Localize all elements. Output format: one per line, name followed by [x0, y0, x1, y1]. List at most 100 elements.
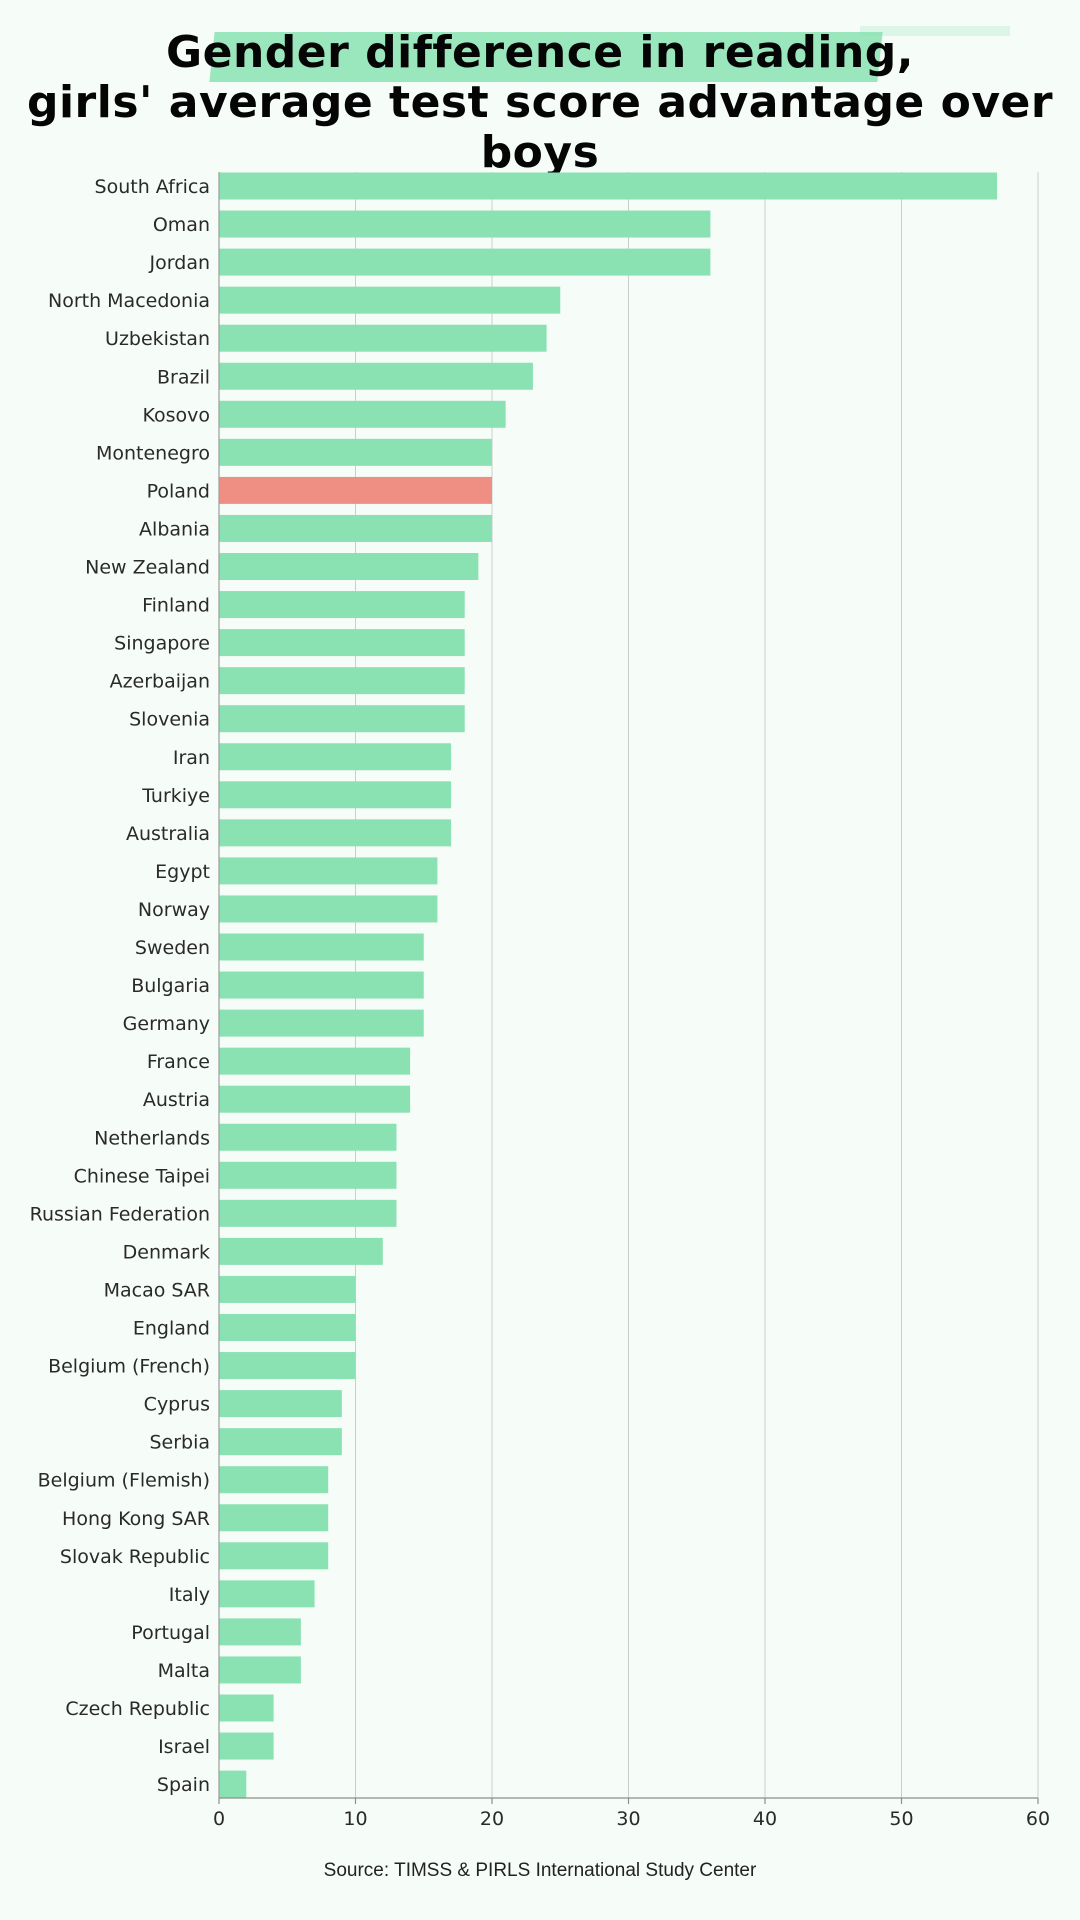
- category-label: Turkiye: [141, 785, 210, 807]
- bar-jordan: [219, 248, 711, 276]
- category-label: Bulgaria: [131, 975, 210, 997]
- bar-iran: [219, 743, 452, 771]
- title-highlight-streak: [860, 26, 1010, 36]
- category-label: Jordan: [149, 252, 210, 274]
- bar-south-africa: [219, 172, 998, 200]
- bar-russian-federation: [219, 1199, 397, 1227]
- bar-norway: [219, 895, 438, 923]
- bar-egypt: [219, 857, 438, 885]
- bar-azerbaijan: [219, 667, 465, 695]
- category-label: Poland: [147, 480, 210, 502]
- bar-turkiye: [219, 781, 452, 809]
- chart-title: Gender difference in reading, girls' ave…: [0, 28, 1080, 178]
- category-label: Brazil: [157, 366, 210, 388]
- category-label: Slovenia: [129, 709, 210, 731]
- bar-hong-kong-sar: [219, 1504, 329, 1532]
- x-tick-label: 10: [343, 1808, 367, 1830]
- category-label: Finland: [142, 595, 210, 617]
- category-label: Uzbekistan: [105, 328, 210, 350]
- bar-montenegro: [219, 438, 492, 466]
- bar-poland: [219, 476, 492, 504]
- category-label: Azerbaijan: [110, 671, 210, 693]
- x-tick-label: 0: [213, 1808, 225, 1830]
- category-label: Cyprus: [144, 1394, 210, 1416]
- x-tick-label: 40: [753, 1808, 777, 1830]
- bar-bulgaria: [219, 971, 424, 999]
- bar-italy: [219, 1580, 315, 1608]
- category-label: New Zealand: [85, 557, 210, 579]
- category-label: Oman: [153, 214, 210, 236]
- bar-oman: [219, 210, 711, 238]
- category-label: Germany: [123, 1013, 210, 1035]
- category-label: North Macedonia: [48, 290, 210, 312]
- category-label: Israel: [158, 1736, 210, 1758]
- category-label: Chinese Taipei: [74, 1165, 210, 1187]
- bars: [219, 172, 998, 1798]
- x-tick-label: 50: [889, 1808, 913, 1830]
- category-label: Czech Republic: [65, 1698, 210, 1720]
- x-tick-label: 60: [1026, 1808, 1050, 1830]
- chart-title-line1: Gender difference in reading,: [165, 27, 915, 78]
- bar-portugal: [219, 1618, 301, 1646]
- bar-kosovo: [219, 400, 506, 428]
- category-label: Egypt: [155, 861, 210, 883]
- chart-title-line2: girls' average test score advantage over…: [26, 77, 1054, 178]
- bar-malta: [219, 1656, 301, 1684]
- source-note: Source: TIMSS & PIRLS International Stud…: [323, 1860, 757, 1881]
- category-label: Singapore: [114, 633, 210, 655]
- bar-chinese-taipei: [219, 1161, 397, 1189]
- category-label: Austria: [143, 1089, 210, 1111]
- x-axis-ticks: 0 10 20 30 40 50 60: [213, 1798, 1050, 1830]
- bar-slovak-republic: [219, 1542, 329, 1570]
- category-label: Belgium (Flemish): [38, 1470, 210, 1492]
- bar-denmark: [219, 1237, 383, 1265]
- category-label: Denmark: [123, 1241, 210, 1263]
- category-label: South Africa: [95, 176, 210, 198]
- category-label: Albania: [139, 518, 210, 540]
- category-label: Italy: [169, 1584, 210, 1606]
- category-label: Iran: [173, 747, 210, 769]
- bar-spain: [219, 1770, 247, 1798]
- category-label: Slovak Republic: [60, 1546, 210, 1568]
- category-label: England: [133, 1318, 210, 1340]
- bar-australia: [219, 819, 452, 847]
- category-label: Serbia: [149, 1432, 210, 1454]
- category-label: Australia: [126, 823, 210, 845]
- bar-sweden: [219, 933, 424, 961]
- category-label: Belgium (French): [48, 1356, 210, 1378]
- bar-belgium-french: [219, 1352, 356, 1380]
- bar-new-zealand: [219, 553, 479, 580]
- bar-israel: [219, 1732, 274, 1760]
- category-label: Netherlands: [94, 1127, 210, 1149]
- bar-serbia: [219, 1428, 342, 1456]
- category-label: France: [147, 1051, 210, 1073]
- bar-cyprus: [219, 1390, 342, 1418]
- bar-brazil: [219, 362, 533, 390]
- category-labels: South Africa Oman Jordan North Macedonia Uzb…: [30, 176, 210, 1796]
- category-label: Hong Kong SAR: [62, 1508, 210, 1530]
- category-label: Macao SAR: [104, 1279, 210, 1301]
- bar-czech-republic: [219, 1694, 274, 1722]
- bar-north-macedonia: [219, 286, 561, 314]
- bar-austria: [219, 1085, 411, 1113]
- bar-germany: [219, 1009, 424, 1037]
- category-label: Russian Federation: [30, 1203, 210, 1225]
- bar-macao-sar: [219, 1275, 356, 1303]
- bar-england: [219, 1314, 356, 1341]
- bar-netherlands: [219, 1123, 397, 1151]
- category-label: Spain: [157, 1774, 210, 1796]
- bar-belgium-flemish: [219, 1466, 329, 1494]
- title-block: Gender difference in reading, girls' ave…: [0, 28, 1080, 178]
- x-tick-label: 30: [616, 1808, 640, 1830]
- bar-finland: [219, 591, 465, 619]
- bar-chart: South Africa Oman Jordan North Macedonia Uzb…: [30, 172, 1050, 1830]
- category-label: Portugal: [131, 1622, 210, 1644]
- bar-albania: [219, 514, 492, 542]
- category-label: Norway: [138, 899, 210, 921]
- bar-singapore: [219, 629, 465, 657]
- category-label: Montenegro: [96, 442, 210, 464]
- bar-uzbekistan: [219, 324, 547, 352]
- category-label: Kosovo: [142, 404, 210, 426]
- category-label: Malta: [158, 1660, 210, 1682]
- bar-france: [219, 1047, 411, 1075]
